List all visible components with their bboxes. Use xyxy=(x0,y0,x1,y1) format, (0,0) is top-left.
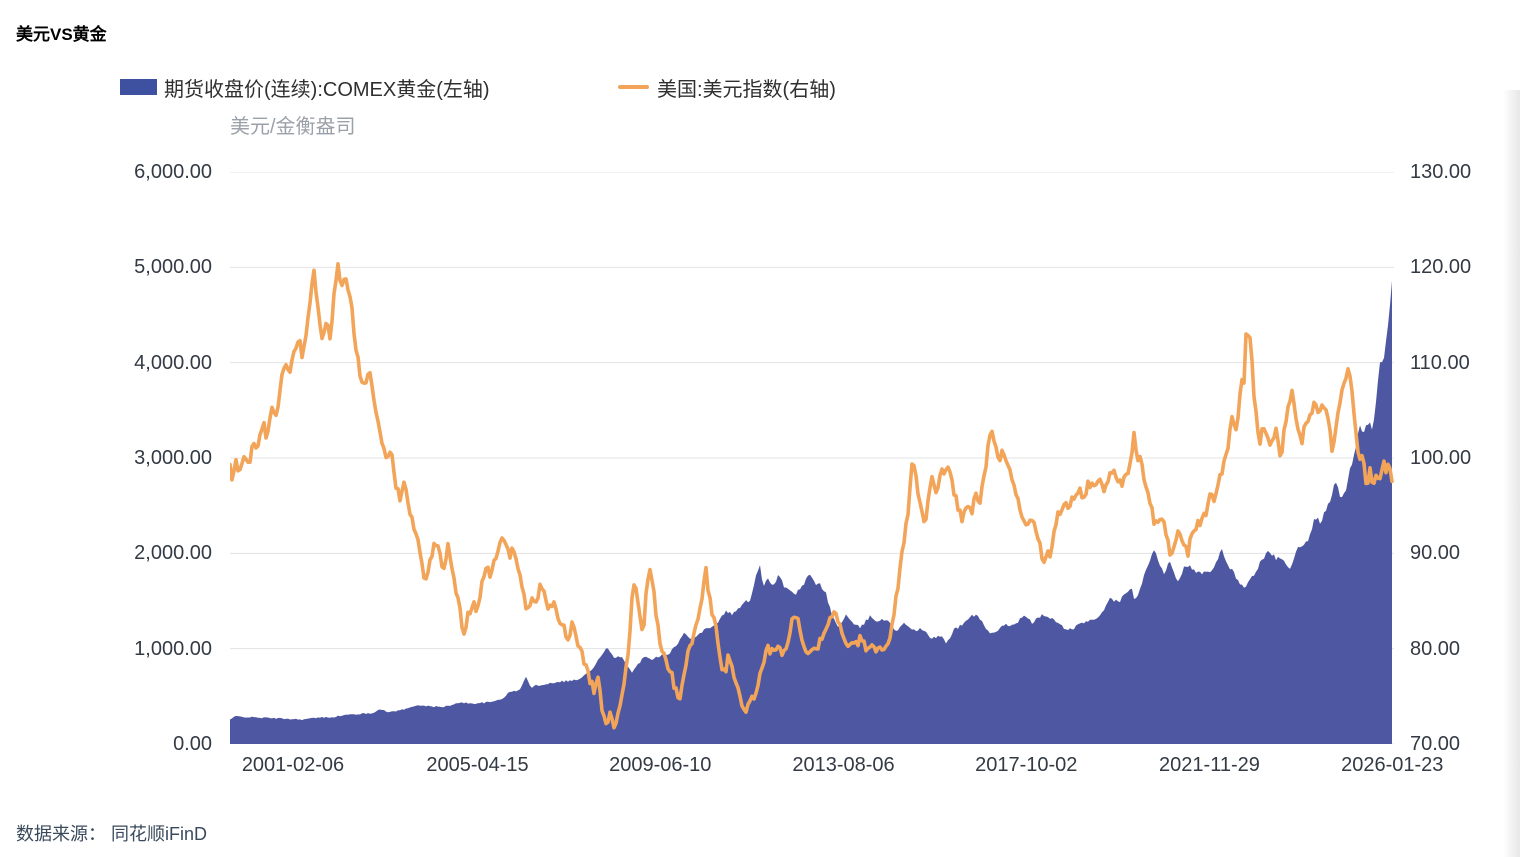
x-axis-label: 2009-06-10 xyxy=(609,754,712,776)
legend-label-dxy: 美国:美元指数(右轴) xyxy=(657,78,836,101)
y-axis-label-right: 120.00 xyxy=(1410,256,1472,279)
x-axis-label: 2026-01-23 xyxy=(1341,754,1444,776)
y-axis-label-right: 90.00 xyxy=(1410,542,1461,565)
left-axis-unit-label: 美元/金衡盎司 xyxy=(230,116,356,138)
gold-area-series xyxy=(230,280,1392,744)
y-axis-label-right: 110.00 xyxy=(1410,351,1470,374)
y-axis-label-left: 0.00 xyxy=(173,733,212,755)
x-axis-label: 2013-08-06 xyxy=(792,754,895,776)
y-axis-label-right: 70.00 xyxy=(1410,733,1461,755)
dxy-line-swatch-icon xyxy=(618,85,649,89)
y-axis-label-left: 2,000.00 xyxy=(134,542,212,565)
legend-label-gold: 期货收盘价(连续):COMEX黄金(左轴) xyxy=(164,78,490,101)
y-axis-label-right: 100.00 xyxy=(1410,447,1472,469)
data-source-label: 数据来源： 同花顺iFinD xyxy=(16,824,208,844)
page-title: 美元VS黄金 xyxy=(16,25,107,44)
legend-item-dxy[interactable]: 美国:美元指数(右轴) xyxy=(618,72,836,102)
gold-area-swatch-icon xyxy=(120,79,157,95)
x-axis-label: 2005-04-15 xyxy=(426,754,529,776)
y-axis-label-left: 1,000.00 xyxy=(134,637,212,660)
y-axis-label-right: 80.00 xyxy=(1410,637,1461,660)
legend-item-gold[interactable]: 期货收盘价(连续):COMEX黄金(左轴) xyxy=(120,72,490,102)
y-axis-label-left: 3,000.00 xyxy=(134,447,212,469)
x-axis-label: 2001-02-06 xyxy=(241,754,345,776)
y-axis-label-left: 5,000.00 xyxy=(134,256,212,279)
y-axis-label-left: 6,000.00 xyxy=(134,161,212,183)
x-axis-label: 2021-11-29 xyxy=(1159,754,1260,776)
dxy-line-series xyxy=(230,262,1394,730)
x-axis-label: 2017-10-02 xyxy=(975,754,1078,776)
y-axis-label-right: 130.00 xyxy=(1410,161,1472,183)
chart-legend: 期货收盘价(连续):COMEX黄金(左轴) 美国:美元指数(右轴) xyxy=(0,72,1520,102)
chart-canvas xyxy=(230,172,1394,744)
y-axis-label-left: 4,000.00 xyxy=(134,351,212,374)
scrollbar-track[interactable] xyxy=(1503,90,1520,857)
